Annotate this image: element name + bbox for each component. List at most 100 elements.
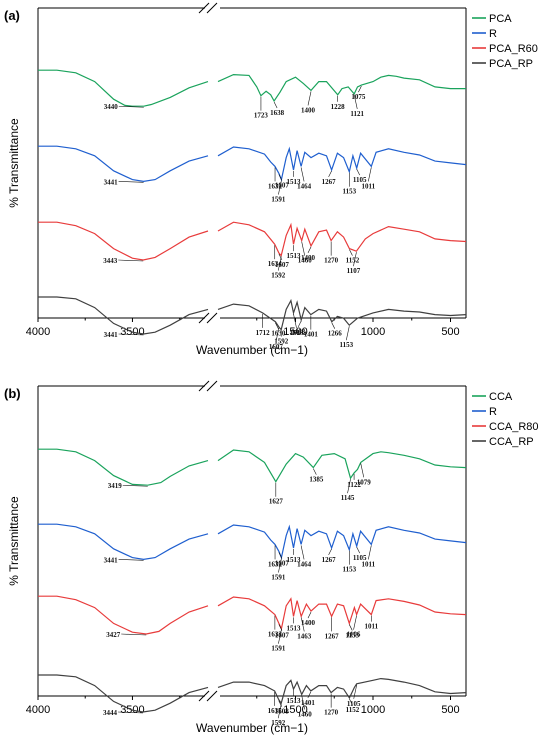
peak-label: 1011 (361, 560, 375, 568)
peak-arrow (300, 617, 305, 632)
peak-label: 1638 (270, 109, 285, 117)
peak-label: 1105 (353, 176, 367, 184)
series-r-line (38, 523, 209, 561)
peak-label: 1633 (268, 631, 283, 639)
peak-label: 1591 (271, 196, 286, 204)
peak-label: 1270 (324, 709, 339, 717)
peak-arrow (328, 548, 332, 556)
series-pca-r60-line (38, 221, 209, 261)
peak-label: 1592 (271, 719, 286, 727)
peak-arrow (273, 101, 278, 109)
series-cca-line (38, 448, 209, 486)
peak-label: 1464 (297, 182, 312, 190)
series-r-line (217, 146, 467, 182)
peak-arrow (278, 174, 283, 181)
peak-arrow (278, 558, 282, 573)
peak-arrow (307, 691, 312, 699)
peak-arrow (300, 545, 305, 560)
peak-label: 3441 (104, 556, 119, 564)
peak-label: 1401 (301, 699, 316, 707)
peak-arrow (277, 256, 282, 271)
peak-arrow (360, 463, 365, 478)
peak-label: 1105 (347, 700, 361, 708)
x-tick-label: 1500 (283, 704, 307, 716)
legend-cca-rp-label: CCA_RP (489, 436, 534, 448)
peak-label: 1632 (268, 182, 283, 190)
peak-label: 1513 (286, 252, 301, 260)
peak-arrow (118, 259, 144, 262)
series-cca-line (217, 449, 467, 483)
peak-label: 3419 (108, 482, 123, 490)
y-axis-title: % Transmittance (7, 496, 21, 586)
x-axis-title: Wavenumber (cm−1) (196, 721, 308, 735)
axis-break-mark (206, 380, 218, 392)
series-cca-rp-line (217, 677, 467, 705)
series-cca-rp-line (38, 674, 209, 713)
axis-break-mark (206, 312, 218, 324)
peak-arrow (349, 698, 353, 706)
legend-r-label: R (489, 28, 497, 40)
peak-label: 1153 (339, 341, 353, 349)
x-tick-label: 1000 (361, 704, 385, 716)
peak-label: 1145 (341, 494, 355, 502)
peak-label: 1107 (347, 267, 361, 275)
peak-label: 1607 (275, 261, 290, 269)
peak-label: 1630 (271, 330, 286, 338)
axis-break-mark (206, 2, 218, 14)
peak-label: 1121 (350, 110, 364, 118)
peak-label: 1463 (291, 328, 306, 336)
peak-arrow (353, 94, 358, 109)
peak-arrow (278, 700, 283, 707)
peak-label: 1400 (301, 619, 316, 627)
peak-label: 1400 (301, 254, 316, 262)
panel-label: (b) (4, 386, 21, 401)
peak-label: 3441 (104, 178, 119, 186)
x-tick-label: 500 (441, 326, 459, 338)
peak-label: 1106 (347, 631, 361, 639)
peak-arrow (275, 322, 279, 329)
peak-label: 1079 (357, 478, 372, 486)
series-r-line (217, 524, 467, 560)
peak-arrow (300, 167, 305, 182)
peak-label: 1592 (274, 338, 289, 346)
peak-label: 3440 (104, 103, 119, 111)
series-cca-r80-line (217, 596, 467, 631)
peak-label: 1385 (309, 476, 324, 484)
peak-arrow (353, 252, 357, 267)
x-tick-label: 1000 (361, 326, 385, 338)
peak-label: 1635 (268, 707, 283, 715)
axis-break-mark (198, 312, 210, 324)
peak-arrow (118, 559, 144, 561)
peak-label: 1460 (298, 257, 313, 265)
peak-arrow (278, 624, 283, 631)
peak-arrow (277, 704, 282, 719)
peak-label: 1153 (342, 566, 356, 574)
peak-label: 1513 (289, 329, 304, 337)
peak-label: 1011 (361, 182, 375, 190)
peak-label: 1463 (297, 632, 312, 640)
peak-label: 1607 (275, 181, 290, 189)
peak-label: 1153 (345, 631, 359, 639)
peak-label: 1075 (351, 93, 366, 101)
peak-label: 1266 (328, 330, 343, 338)
x-tick-label: 4000 (26, 326, 50, 338)
peak-label: 1627 (269, 498, 284, 506)
legend-pca-label: PCA (489, 13, 512, 25)
x-axis-title: Wavenumber (cm−1) (196, 343, 308, 357)
peak-arrow (356, 547, 360, 554)
peak-label: 1591 (271, 574, 286, 582)
peak-label: 1122 (347, 481, 361, 489)
x-tick-label: 1500 (283, 326, 307, 338)
legend-pca-r60-label: PCA_R60 (489, 43, 538, 55)
peak-label: 1592 (271, 272, 286, 280)
series-pca-rp-line (217, 298, 467, 331)
peak-arrow (345, 326, 350, 341)
peak-label: 1513 (286, 556, 301, 564)
peak-arrow (353, 615, 357, 630)
peak-label: 1723 (254, 112, 269, 120)
peak-label: 1607 (269, 343, 284, 351)
peak-arrow (278, 253, 283, 261)
peak-arrow (347, 479, 351, 494)
legend-r-label: R (489, 406, 497, 418)
